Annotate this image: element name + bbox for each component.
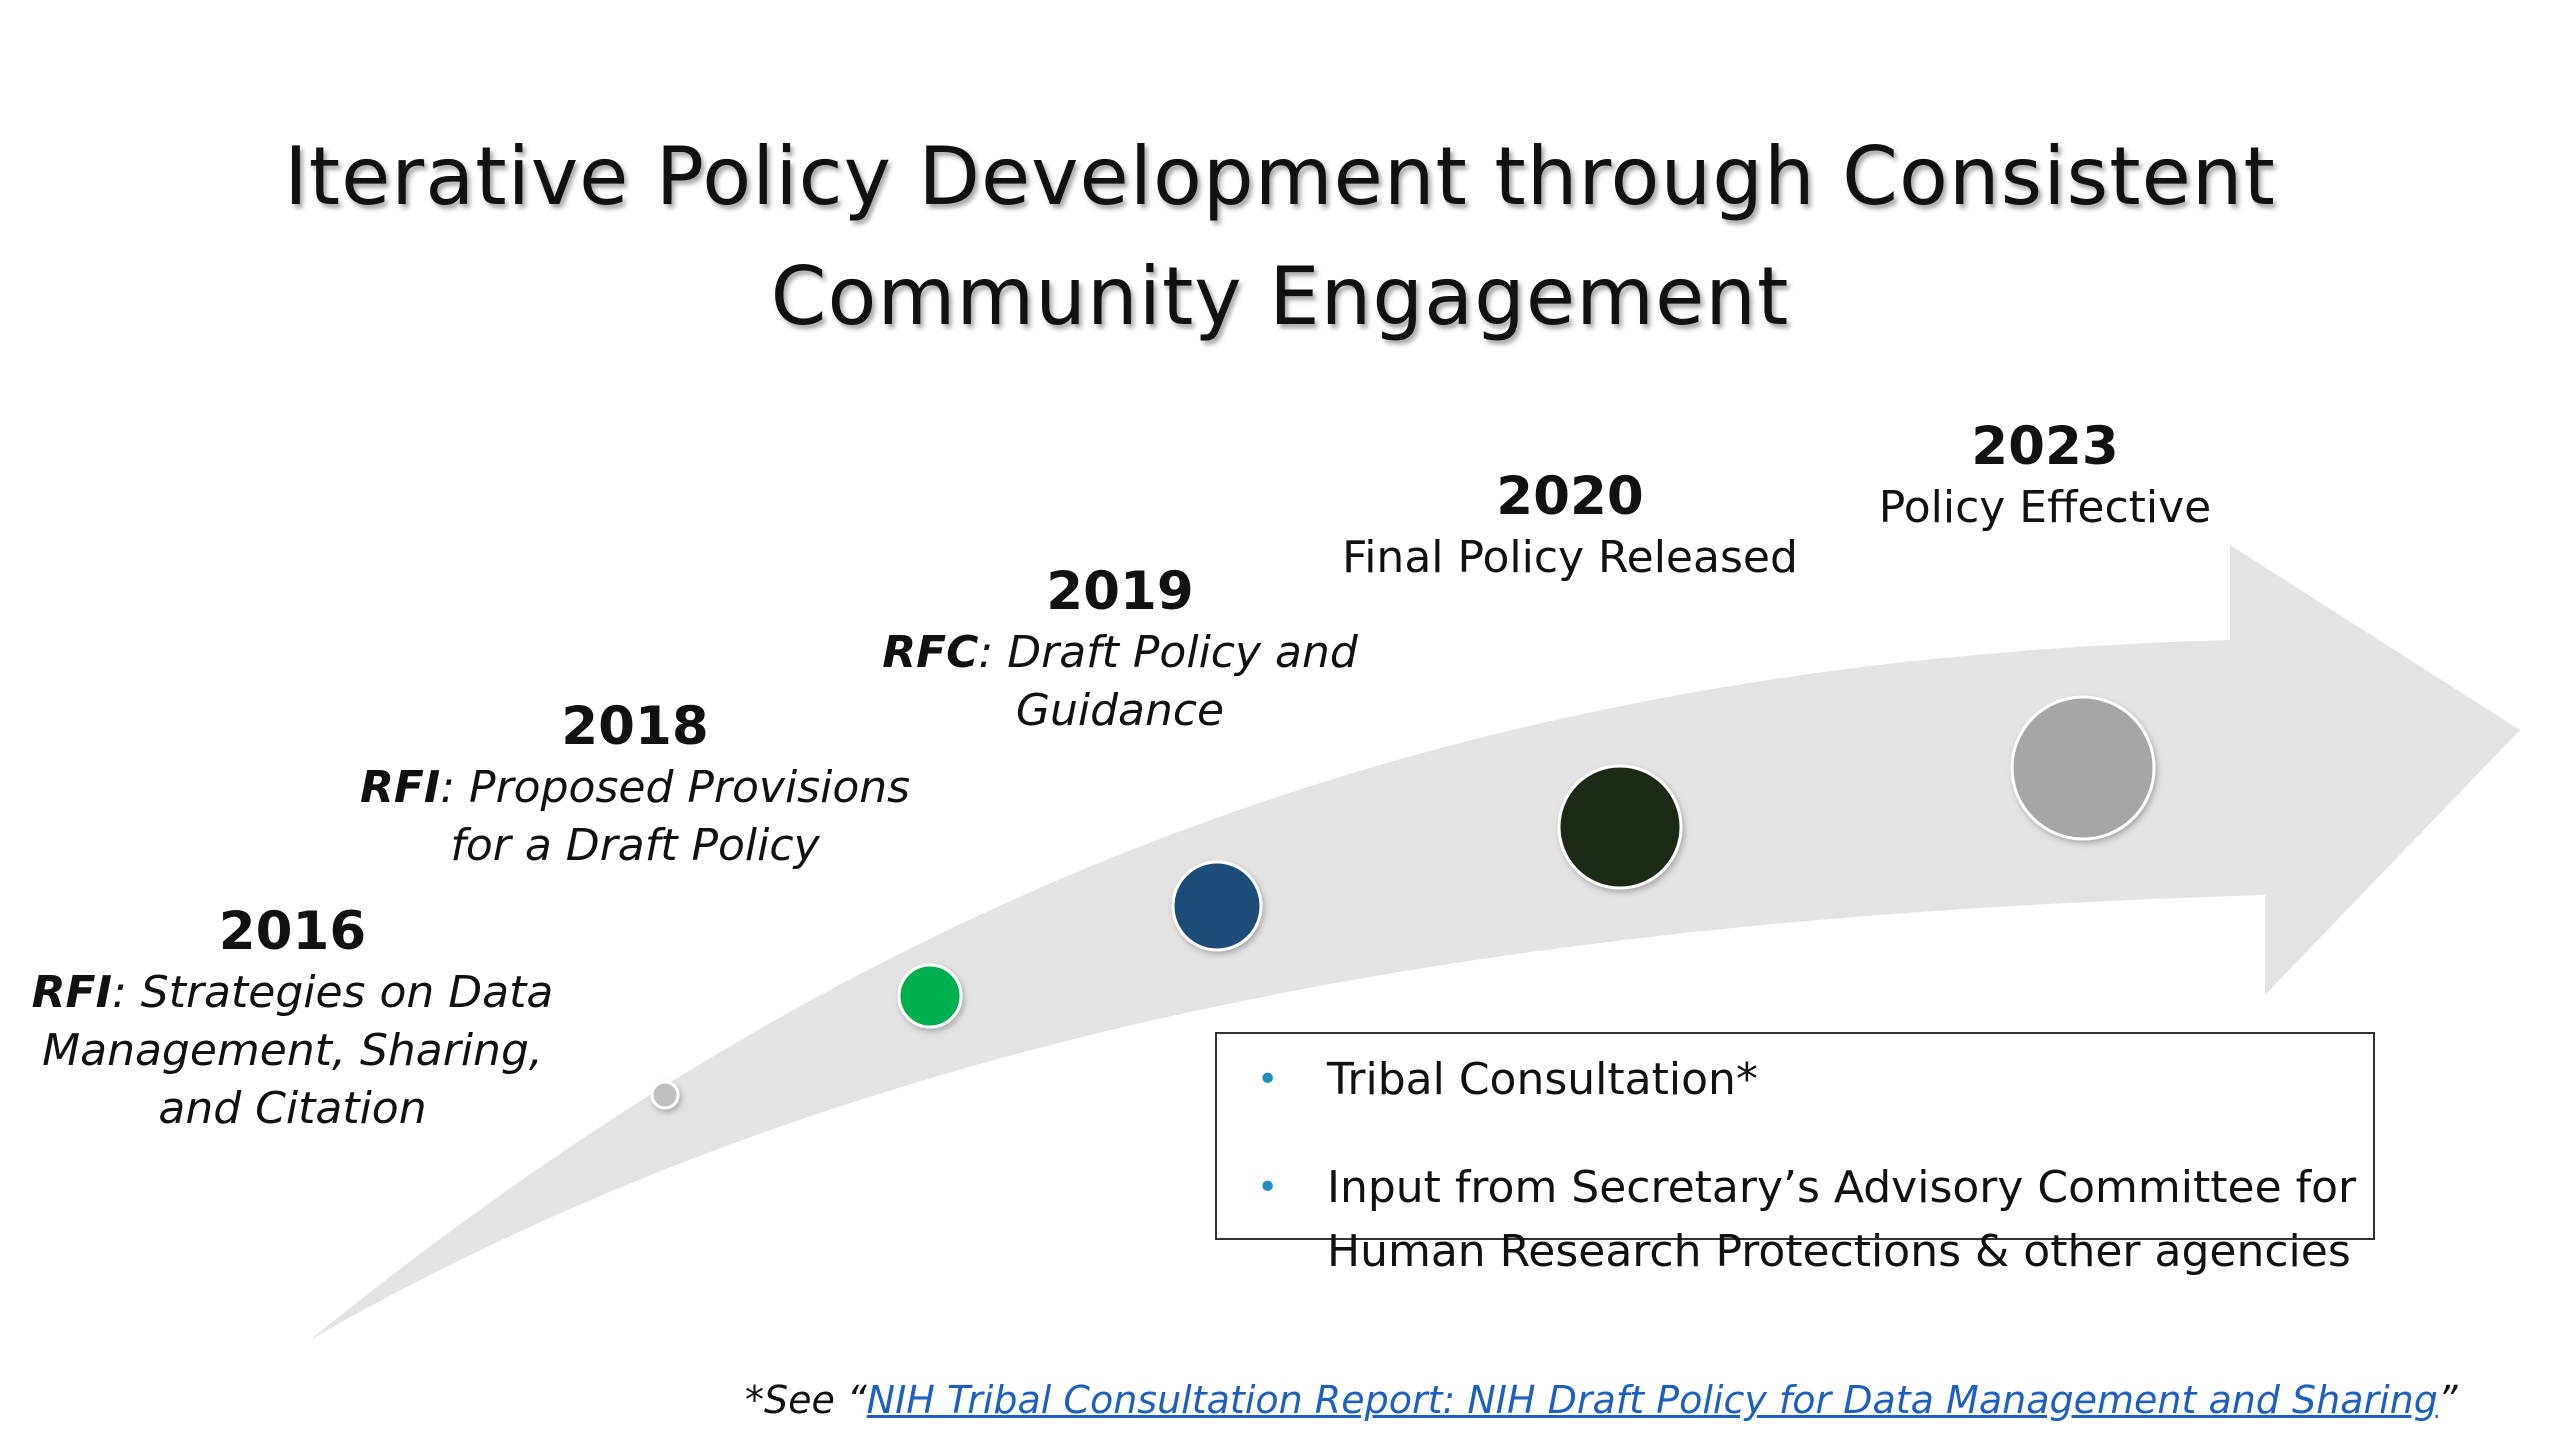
milestone-desc-line: : Proposed Provisions	[440, 762, 911, 813]
milestone-description: RFI: Strategies on Data	[20, 964, 565, 1022]
milestone-desc-line: Guidance	[1015, 685, 1225, 736]
bullet-text: Human Research Protections & other agenc…	[1327, 1226, 2351, 1277]
bullet-text: Tribal Consultation*	[1327, 1054, 1758, 1105]
bullet-text: Input from Secretary’s Advisory Committe…	[1327, 1162, 2357, 1213]
milestone-2016: 2016 RFI: Strategies on Data Management,…	[20, 900, 565, 1138]
timeline-arrow	[310, 545, 2520, 1340]
milestone-2020: 2020 Final Policy Released	[1310, 465, 1830, 587]
milestone-description: RFI: Proposed Provisions	[350, 759, 920, 817]
milestone-dot-2019	[1171, 860, 1263, 952]
milestone-dot-2018	[897, 963, 963, 1029]
milestone-2023: 2023 Policy Effective	[1820, 415, 2270, 537]
engagement-callout-box: • Tribal Consultation* • Input from Secr…	[1215, 1032, 2375, 1277]
milestone-dot-2016	[650, 1080, 680, 1110]
milestone-2018: 2018 RFI: Proposed Provisions for a Draf…	[350, 695, 920, 875]
milestone-desc-line: Policy Effective	[1878, 482, 2212, 533]
slide-title-line-2: Community Engagement	[770, 250, 1790, 343]
milestone-year: 2020	[1496, 466, 1644, 527]
milestone-desc-line: and Citation	[158, 1083, 427, 1134]
milestone-dot-2023	[2010, 695, 2156, 841]
milestone-type: RFI	[359, 762, 441, 813]
footnote-prefix: *See “	[745, 1378, 867, 1422]
milestone-desc-line: for a Draft Policy	[450, 820, 820, 871]
slide-title-line-1: Iterative Policy Development through Con…	[284, 130, 2276, 223]
milestone-desc-line: Final Policy Released	[1342, 532, 1798, 583]
milestone-description: RFC: Draft Policy and	[870, 624, 1370, 682]
milestone-year: 2019	[1046, 561, 1194, 622]
milestone-dot-2020	[1557, 764, 1683, 890]
milestone-year: 2016	[218, 901, 367, 962]
report-link[interactable]: NIH Tribal Consultation Report: NIH Draf…	[866, 1378, 2438, 1422]
footnote: *See “NIH Tribal Consultation Report: NI…	[745, 1378, 2458, 1422]
milestone-desc-line: Management, Sharing,	[42, 1025, 543, 1076]
bullet-icon: •	[1257, 1059, 1279, 1100]
milestone-desc-line: : Draft Policy and	[978, 627, 1358, 678]
milestone-desc-line: : Strategies on Data	[111, 967, 554, 1018]
footnote-suffix: ”	[2437, 1378, 2458, 1422]
milestone-2019: 2019 RFC: Draft Policy and Guidance	[870, 560, 1370, 740]
milestone-year: 2018	[561, 696, 709, 757]
callout-bullet-item: • Tribal Consultation*	[1257, 1048, 1758, 1112]
milestone-type: RFI	[31, 967, 112, 1018]
bullet-icon: •	[1257, 1167, 1279, 1208]
milestone-year: 2023	[1971, 416, 2119, 477]
callout-bullet-item: • Input from Secretary’s Advisory Commit…	[1257, 1156, 2356, 1284]
milestone-type: RFC	[882, 627, 979, 678]
